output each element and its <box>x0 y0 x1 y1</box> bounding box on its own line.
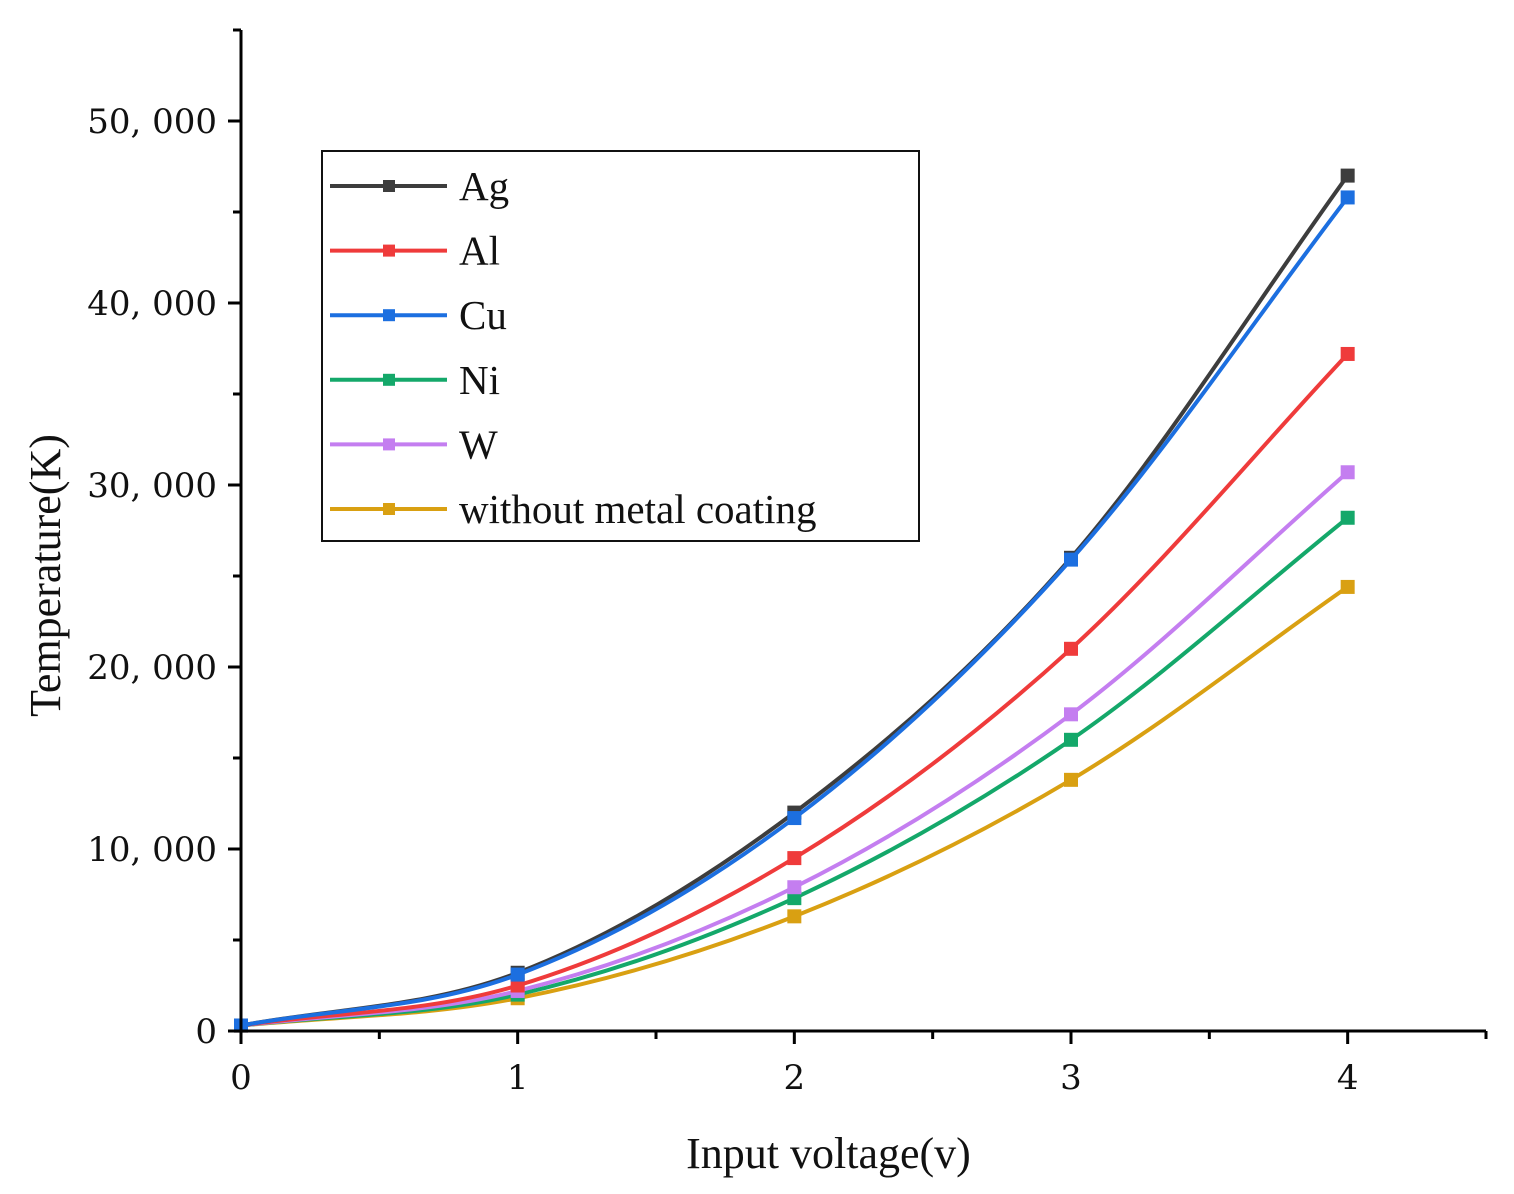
legend-label: Al <box>459 228 500 274</box>
data-point-ni <box>1340 510 1355 525</box>
legend-item-without-metal-coating: without metal coating <box>330 486 817 532</box>
x-tick-label: 3 <box>1060 1058 1082 1098</box>
data-point-cu <box>1340 190 1355 205</box>
legend-marker-al <box>383 244 395 257</box>
legend-marker-w <box>383 438 395 451</box>
data-point-al <box>1064 641 1078 656</box>
data-point-w <box>787 880 802 895</box>
y-tick-label: 40, 000 <box>87 284 217 324</box>
y-tick-label: 30, 000 <box>87 466 217 506</box>
data-point-ni <box>1064 732 1078 747</box>
legend-item-al: Al <box>330 228 500 274</box>
legend-label: Ag <box>459 163 509 209</box>
y-axis-title: Temperature(K) <box>21 434 70 717</box>
data-point-without-metal-coating <box>1340 579 1355 594</box>
legend-label: Ni <box>459 357 500 403</box>
y-tick-label: 50, 000 <box>87 102 217 142</box>
axis-ticks: 0 1 2 3 4 0 10, 000 20, 000 30, 000 40, 000 50, 00… <box>87 28 1488 1098</box>
y-tick-label: 10, 000 <box>87 830 217 870</box>
data-point-without-metal-coating <box>1064 772 1078 787</box>
data-point-w <box>1064 707 1078 722</box>
legend-label: Cu <box>459 292 507 338</box>
x-tick-label: 1 <box>507 1058 529 1098</box>
series-line-cu <box>240 196 1350 1028</box>
x-axis-title: Input voltage(v) <box>686 1129 971 1178</box>
data-point-cu <box>510 967 525 982</box>
legend-item-w: W <box>330 421 498 467</box>
axes <box>239 30 1486 1033</box>
y-tick-label: 0 <box>195 1012 217 1052</box>
x-tick-label: 2 <box>784 1058 806 1098</box>
legend-marker-ni <box>383 373 395 386</box>
legend-item-ni: Ni <box>330 357 500 403</box>
series-line-al <box>240 352 1350 1028</box>
legend-marker-cu <box>383 309 395 322</box>
data-point-al <box>787 851 802 866</box>
x-tick-label: 4 <box>1337 1058 1359 1098</box>
y-tick-label: 20, 000 <box>87 648 217 688</box>
series-layer <box>234 168 1355 1033</box>
legend-box <box>321 150 920 542</box>
legend-item-cu: Cu <box>330 292 507 338</box>
legend-marker-ag <box>383 180 395 192</box>
data-point-ni <box>787 891 802 906</box>
legend-label: without metal coating <box>459 486 817 532</box>
legend-item-ag: Ag <box>330 163 509 209</box>
data-point-cu <box>1064 552 1078 567</box>
data-point-al <box>510 978 525 993</box>
legend-marker-without-metal-coating <box>383 503 395 515</box>
data-point-al <box>1340 346 1355 361</box>
data-point-cu <box>787 811 802 826</box>
data-point-without-metal-coating <box>787 909 802 924</box>
data-point-w <box>1340 465 1355 480</box>
data-point-ag <box>1340 168 1355 183</box>
series-line-w <box>240 470 1349 1028</box>
x-tick-label: 0 <box>230 1058 252 1098</box>
legend-label: W <box>459 421 498 467</box>
series-line-ni <box>240 516 1349 1028</box>
